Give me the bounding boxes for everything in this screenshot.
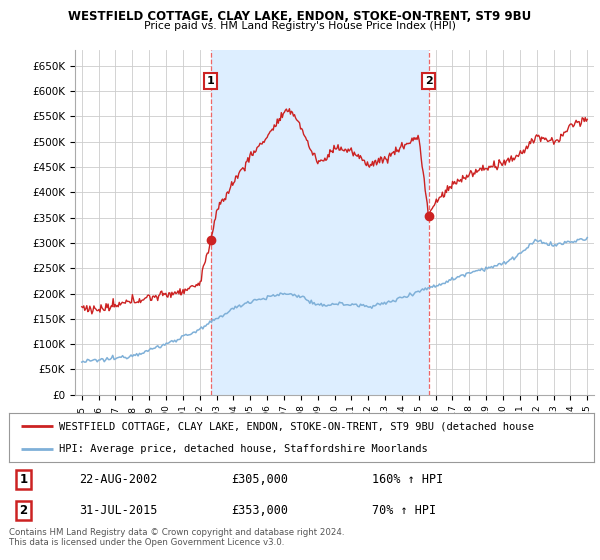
Text: HPI: Average price, detached house, Staffordshire Moorlands: HPI: Average price, detached house, Staf…: [59, 444, 427, 454]
Text: Price paid vs. HM Land Registry's House Price Index (HPI): Price paid vs. HM Land Registry's House …: [144, 21, 456, 31]
Text: 160% ↑ HPI: 160% ↑ HPI: [372, 473, 443, 486]
Text: 2: 2: [425, 76, 433, 86]
Text: Contains HM Land Registry data © Crown copyright and database right 2024.
This d: Contains HM Land Registry data © Crown c…: [9, 528, 344, 547]
Text: WESTFIELD COTTAGE, CLAY LAKE, ENDON, STOKE-ON-TRENT, ST9 9BU (detached house: WESTFIELD COTTAGE, CLAY LAKE, ENDON, STO…: [59, 421, 534, 431]
Text: 70% ↑ HPI: 70% ↑ HPI: [372, 504, 436, 517]
Text: 22-AUG-2002: 22-AUG-2002: [79, 473, 158, 486]
Bar: [211, 50, 428, 395]
Text: 1: 1: [207, 76, 215, 86]
Text: 1: 1: [20, 473, 28, 486]
Text: WESTFIELD COTTAGE, CLAY LAKE, ENDON, STOKE-ON-TRENT, ST9 9BU: WESTFIELD COTTAGE, CLAY LAKE, ENDON, STO…: [68, 10, 532, 23]
Text: £305,000: £305,000: [232, 473, 289, 486]
Text: £353,000: £353,000: [232, 504, 289, 517]
Text: 2: 2: [20, 504, 28, 517]
Text: 31-JUL-2015: 31-JUL-2015: [79, 504, 158, 517]
